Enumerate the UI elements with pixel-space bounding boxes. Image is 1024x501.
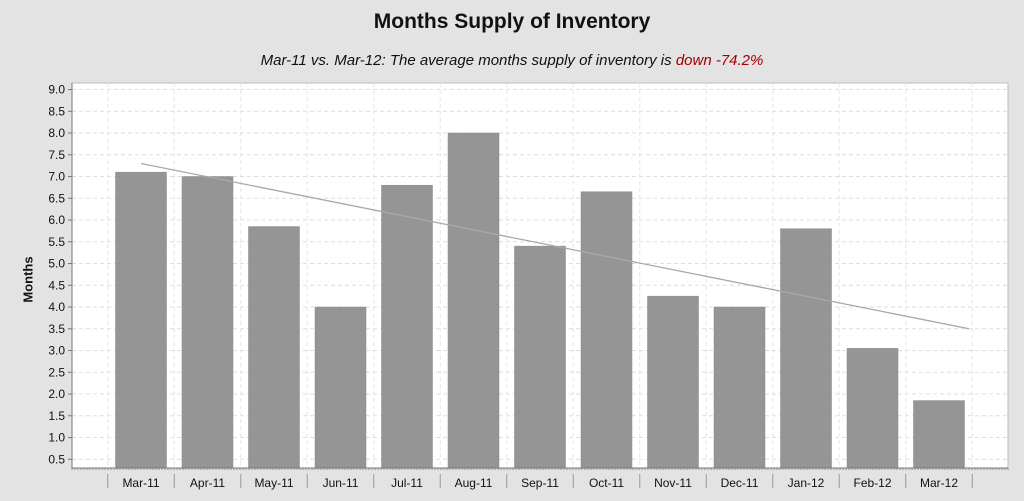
bar [514, 245, 566, 469]
y-tick-label: 4.5 [48, 278, 65, 292]
trendline [140, 162, 970, 330]
x-tick-label: Nov-11 [654, 476, 692, 490]
x-tick-label: Jun-11 [323, 476, 359, 490]
y-tick-label: 6.0 [48, 213, 65, 227]
x-tick-label: Jul-11 [391, 476, 423, 490]
x-tick-label: May-11 [254, 476, 293, 490]
y-tick-label: 7.0 [48, 170, 65, 184]
bar [381, 184, 433, 469]
bar [314, 306, 367, 469]
y-tick-label: 0.5 [48, 452, 65, 466]
bar [248, 226, 300, 469]
x-tick-label: Mar-12 [920, 476, 958, 490]
bar [580, 191, 633, 469]
x-axis: Mar-11 Apr-11 May-11 Jun-11 Jul-11 Aug-11 Sep-… [71, 467, 1009, 490]
x-tick-label: Apr-11 [190, 476, 225, 490]
chart-title: Months Supply of Inventory [373, 10, 651, 33]
bar [447, 132, 500, 469]
y-tick-label: 9.0 [48, 83, 65, 97]
x-tick-label: Feb-12 [853, 476, 891, 490]
y-tick-label: 1.0 [48, 431, 65, 445]
y-tick-label: 8.0 [48, 126, 65, 140]
y-tick-label: 2.0 [48, 387, 65, 401]
y-tick-label: 3.5 [48, 322, 65, 336]
bar [181, 176, 234, 469]
y-tick-label: 1.5 [48, 409, 65, 423]
y-tick-label: 6.5 [48, 191, 65, 205]
bar [647, 295, 699, 469]
trend-line [140, 162, 970, 330]
y-tick-label: 8.5 [48, 104, 65, 118]
y-tick-label: 5.0 [48, 257, 65, 271]
y-axis: 0.5 1.0 1.5 2.0 2.5 3.0 3.5 4.0 4.5 5.0 5.5 6.0 6.5 7… [48, 83, 73, 468]
y-tick-label: 5.5 [48, 235, 65, 249]
chart-subtitle: Mar-11 vs. Mar-12: The average months su… [0, 52, 1024, 69]
bar [115, 171, 167, 469]
subtitle-text: Mar-11 vs. Mar-12: The average months su… [260, 52, 676, 69]
x-tick-label: Sep-11 [521, 476, 559, 490]
y-tick-label: 7.5 [48, 148, 65, 162]
x-tick-label: Oct-11 [589, 476, 624, 490]
bars [115, 132, 965, 469]
bar [846, 348, 899, 469]
bar [913, 400, 965, 469]
x-tick-label: Jan-12 [788, 476, 825, 490]
x-tick-label: Aug-11 [455, 476, 493, 490]
bar [780, 228, 832, 469]
bar [713, 306, 766, 469]
y-tick-label: 3.0 [48, 344, 65, 358]
y-tick-label: 4.0 [48, 300, 65, 314]
y-tick-label: 2.5 [48, 365, 65, 379]
subtitle-highlight: down -74.2% [675, 52, 764, 69]
x-tick-label: Dec-11 [721, 476, 759, 490]
x-tick-label: Mar-11 [122, 476, 159, 490]
